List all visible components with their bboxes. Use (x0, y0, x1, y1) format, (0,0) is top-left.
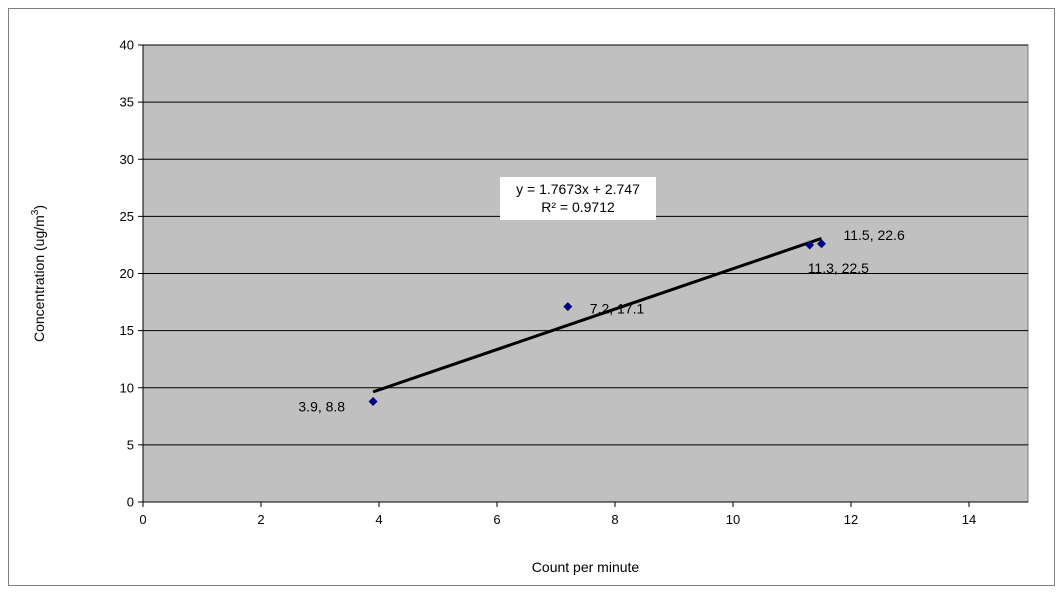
x-tick-label-8: 8 (611, 512, 618, 527)
data-point-3 (805, 240, 815, 250)
y-axis-title: Concentration (ug/m3) (30, 205, 47, 342)
x-tick-label-10: 10 (726, 512, 740, 527)
data-label-1: 3.9, 8.8 (298, 398, 345, 414)
y-tick-label-0: 0 (127, 495, 134, 510)
x-tick-label-4: 4 (375, 512, 382, 527)
y-tick-label-5: 5 (127, 437, 134, 452)
y-tick-label-25: 25 (120, 209, 134, 224)
y-tick-label-30: 30 (120, 152, 134, 167)
y-tick-label-15: 15 (120, 323, 134, 338)
x-tick-label-12: 12 (844, 512, 858, 527)
x-tick-label-2: 2 (257, 512, 264, 527)
trendline-r-squared: R² = 0.9712 (541, 199, 615, 215)
y-tick-label-10: 10 (120, 380, 134, 395)
y-tick-label-20: 20 (120, 266, 134, 281)
y-tick-label-40: 40 (120, 38, 134, 53)
x-tick-label-6: 6 (493, 512, 500, 527)
trendline (372, 236, 822, 394)
data-point-1 (368, 396, 378, 406)
data-label-4: 11.5, 22.6 (844, 227, 905, 243)
trendline-equation-box: y = 1.7673x + 2.747 R² = 0.9712 (500, 177, 656, 220)
data-label-3: 11.3, 22.5 (808, 260, 869, 276)
data-point-2 (563, 302, 573, 312)
trendline-equation: y = 1.7673x + 2.747 (516, 181, 640, 197)
x-axis-title: Count per minute (532, 559, 640, 575)
y-tick-label-35: 35 (120, 95, 134, 110)
x-tick-label-0: 0 (139, 512, 146, 527)
data-point-4 (817, 239, 826, 249)
x-tick-label-14: 14 (962, 512, 976, 527)
data-label-2: 7.2, 17.1 (590, 301, 645, 317)
